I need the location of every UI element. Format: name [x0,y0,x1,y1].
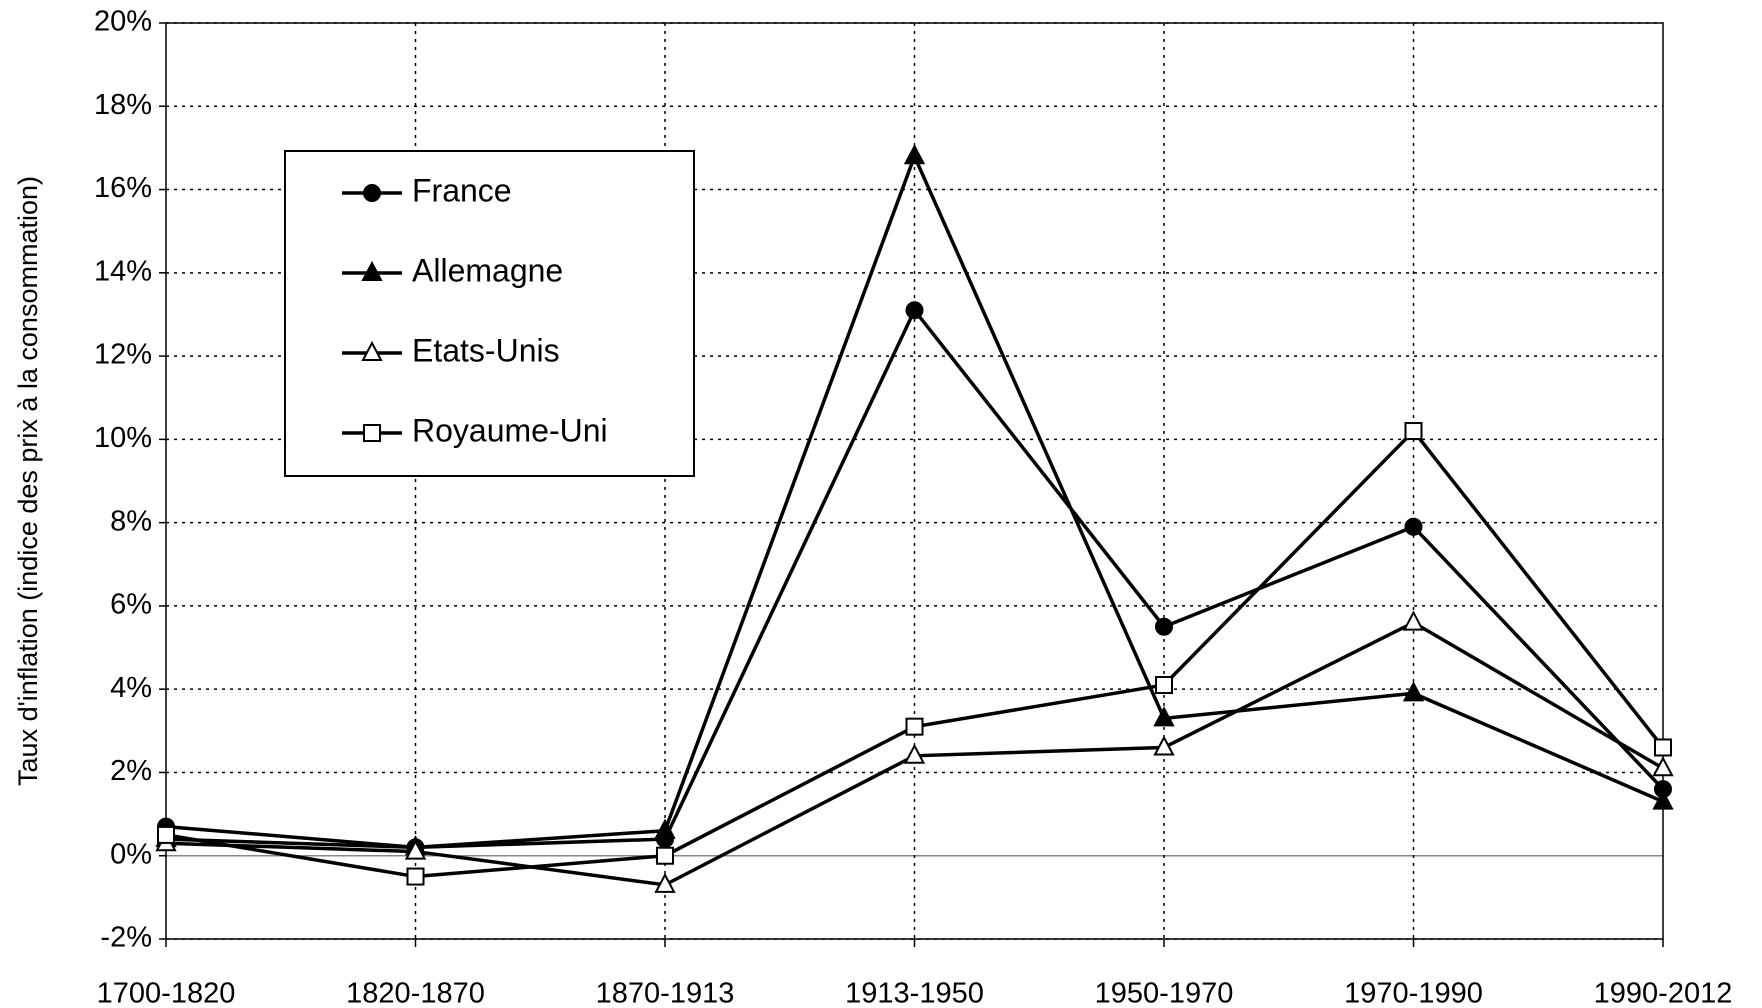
point [654,872,676,893]
point [1652,789,1674,810]
point [1404,517,1423,536]
point [654,818,676,839]
point [363,424,381,442]
point [1155,617,1173,636]
point [1153,706,1175,727]
y-tick-label: 20% [94,6,152,38]
y-tick-label: 12% [94,339,152,371]
point [361,260,383,281]
x-tick-label: 1970-1990 [1344,978,1483,1008]
x-tick-label: 1820-1870 [346,978,485,1008]
x-tick-label: 1990-2012 [1594,978,1733,1008]
legend-label: Royaume-Uni [412,412,608,448]
point [1153,735,1175,756]
y-tick-label: 4% [110,672,152,704]
point [404,839,427,860]
y-tick-label: 6% [110,589,152,621]
point [406,867,425,886]
point [361,340,383,361]
point [905,301,924,320]
x-tick-label: 1870-1913 [596,978,735,1008]
point [1155,676,1173,695]
x-tick-label: 1913-1950 [845,978,984,1008]
point [656,846,674,865]
legend-label: Etats-Unis [412,332,560,368]
point [1654,738,1672,757]
point [903,144,926,165]
point [905,717,924,736]
y-tick-label: 14% [94,255,152,287]
legend-label: France [412,172,512,208]
y-tick-label: 8% [110,505,152,537]
point [1402,610,1425,631]
point [1402,681,1425,702]
plot-frame [165,22,1664,940]
y-tick-label: 16% [94,172,152,204]
y-tick-label: 18% [94,89,152,121]
y-tick-label: 2% [110,755,152,787]
y-tick-label: 10% [94,422,152,454]
legend: France Allemagne Etats-Unis Royaume-Uni [284,150,695,477]
point [1652,756,1674,777]
point [903,743,926,764]
x-tick-label: 1700-1820 [97,978,236,1008]
x-tick-label: 1950-1970 [1095,978,1234,1008]
point [1404,422,1423,441]
y-axis-label: Taux d'inflation (indice des prix à la c… [13,176,43,786]
y-tick-label: -2% [100,922,152,954]
point [363,184,381,202]
legend-box [284,150,695,477]
legend-label: Allemagne [412,252,563,288]
point [157,825,175,844]
y-tick-label: 0% [110,838,152,870]
